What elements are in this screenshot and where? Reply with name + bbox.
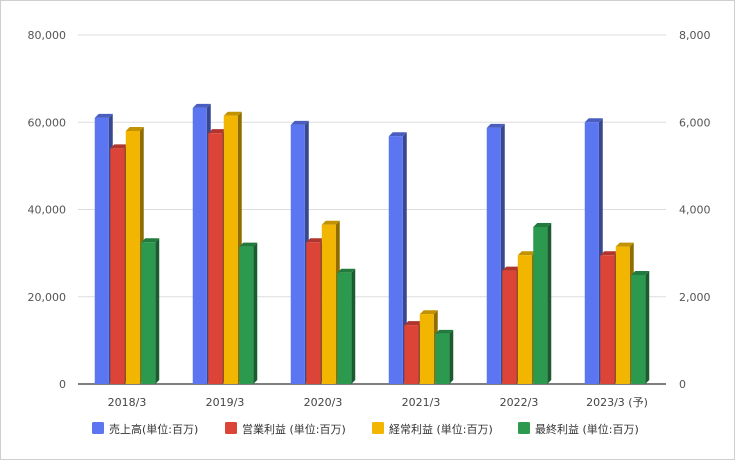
bar [584, 122, 599, 384]
legend-label: 売上高(単位:百万) [109, 422, 198, 436]
bar [192, 107, 207, 384]
bar [208, 133, 223, 384]
x-tick-label: 2019/3 [206, 396, 245, 409]
bar-top [94, 113, 113, 118]
bar-top [239, 242, 258, 247]
bar [223, 115, 238, 385]
y-right-tick-label: 4,000 [679, 204, 711, 217]
x-tick-label: 2021/3 [402, 396, 441, 409]
y-left-tick-label: 20,000 [28, 291, 67, 304]
bar-top [584, 118, 603, 123]
bar-top [388, 132, 407, 137]
bar-top [125, 126, 144, 131]
x-tick-label: 2018/3 [108, 396, 147, 409]
bar [502, 270, 517, 384]
bar-side [253, 242, 258, 384]
bar-top [486, 123, 505, 128]
legend-swatch [225, 422, 237, 434]
bar-top [223, 111, 242, 116]
legend-label: 最終利益 (単位:百万) [535, 422, 639, 436]
bar [533, 226, 548, 384]
x-tick-label: 2023/3 (予) [586, 396, 648, 409]
bar [517, 255, 532, 384]
bar [239, 246, 254, 384]
bar-side [351, 268, 356, 384]
y-right-tick-label: 2,000 [679, 291, 711, 304]
bar-side [645, 270, 650, 384]
bar-top [337, 268, 356, 273]
legend-label: 営業利益 (単位:百万) [242, 422, 346, 436]
bar [141, 242, 156, 384]
bar-top [419, 310, 438, 315]
bar [110, 148, 125, 384]
bar [615, 246, 630, 384]
legend-label: 経常利益 (単位:百万) [389, 422, 493, 436]
y-left-tick-label: 40,000 [28, 204, 67, 217]
y-left-tick-label: 80,000 [28, 29, 67, 42]
bar [435, 333, 450, 384]
bar [94, 117, 109, 384]
bar-top [110, 144, 129, 149]
bar-top [600, 251, 619, 256]
y-left-tick-label: 0 [59, 378, 66, 391]
bar-top [321, 220, 340, 225]
x-tick-label: 2022/3 [500, 396, 539, 409]
bar [290, 124, 305, 385]
bar [388, 136, 403, 384]
bar [321, 224, 336, 384]
bar-top [141, 238, 160, 243]
legend-swatch [372, 422, 384, 434]
legend-swatch [92, 422, 104, 434]
y-right-tick-label: 6,000 [679, 116, 711, 129]
bar-top [192, 103, 211, 108]
bar-top [517, 251, 536, 256]
bar [306, 242, 321, 384]
bar [404, 325, 419, 384]
bar-top [615, 242, 634, 247]
bar-top [306, 238, 325, 243]
x-tick-label: 2020/3 [304, 396, 343, 409]
bar-top [435, 329, 454, 334]
bar [600, 255, 615, 384]
bar-top [631, 270, 650, 275]
bar [631, 274, 646, 384]
bar [486, 127, 501, 384]
bar [125, 130, 140, 384]
bar-top [502, 266, 521, 271]
bar [337, 272, 352, 384]
bar-top [404, 321, 423, 326]
bar-top [208, 129, 227, 134]
bar-side [449, 329, 454, 384]
bar-side [547, 222, 552, 384]
bar [419, 314, 434, 384]
y-left-tick-label: 60,000 [28, 116, 67, 129]
bar-top [533, 222, 552, 227]
bar-side [402, 132, 407, 384]
y-right-tick-label: 0 [679, 378, 686, 391]
y-right-tick-label: 8,000 [679, 29, 711, 42]
bar-side [155, 238, 160, 384]
bar-top [290, 120, 309, 125]
legend-swatch [518, 422, 530, 434]
